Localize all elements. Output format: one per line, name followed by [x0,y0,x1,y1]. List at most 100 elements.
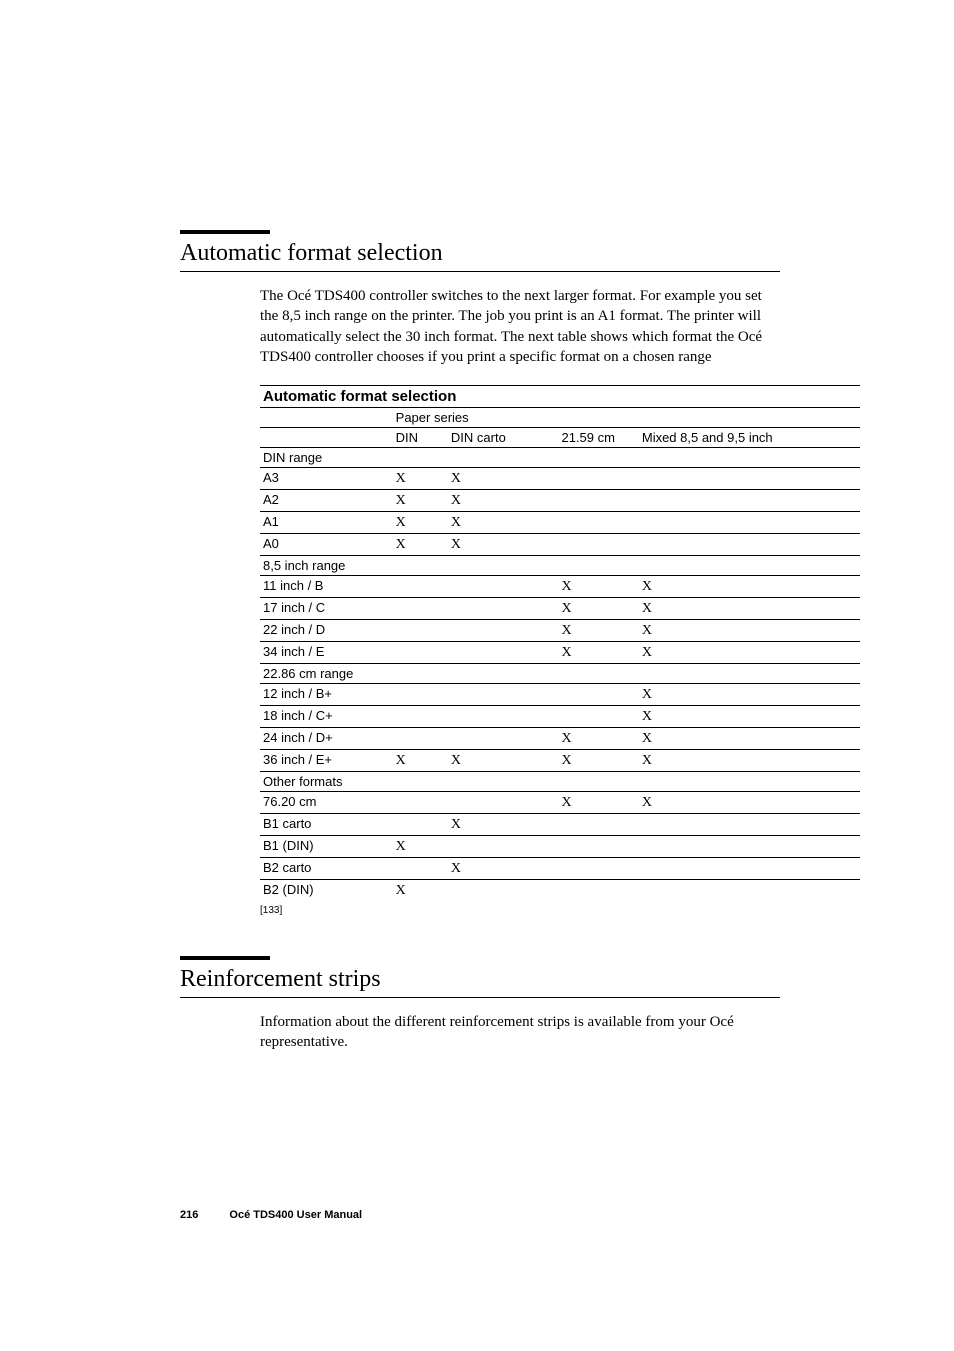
table-cell [448,598,559,620]
table-cell: X [639,620,860,642]
section-1-paragraph: The Océ TDS400 controller switches to th… [260,286,780,367]
table-cell: X [448,750,559,772]
table-cell [448,556,559,576]
table-cell [558,880,638,902]
table-row: 24 inch / D+XX [260,728,860,750]
table-cell: X [448,814,559,836]
table-row: 11 inch / BXX [260,576,860,598]
table-cell [558,772,638,792]
table-cell: X [448,534,559,556]
table-cell: X [639,728,860,750]
table-cell: A2 [260,490,393,512]
header-blank-1 [260,408,393,428]
table-cell: 76.20 cm [260,792,393,814]
table-cell [448,836,559,858]
table-cell: X [639,684,860,706]
doc-title: Océ TDS400 User Manual [229,1209,362,1221]
table-cell [639,534,860,556]
table-cell [639,664,860,684]
table-row: 76.20 cmXX [260,792,860,814]
table-cell [393,664,448,684]
table-cell [448,642,559,664]
table-cell: B2 (DIN) [260,880,393,902]
table-cell: X [393,836,448,858]
table-row: A1XX [260,512,860,534]
header-2159: 21.59 cm [558,428,638,448]
table-cell: X [558,728,638,750]
table-cell: X [639,750,860,772]
table-cell [448,792,559,814]
table-cell [393,598,448,620]
table-cell [639,880,860,902]
table-cell: 18 inch / C+ [260,706,393,728]
table-cell: X [393,512,448,534]
table-cell: X [448,858,559,880]
table-cell [393,448,448,468]
table-cell [639,556,860,576]
table-title: Automatic format selection [260,386,860,408]
table-cell [639,772,860,792]
table-cell [393,576,448,598]
table-row: 34 inch / EXX [260,642,860,664]
table-cell: DIN range [260,448,393,468]
header-din: DIN [393,428,448,448]
header-blank-2 [260,428,393,448]
header-mixed: Mixed 8,5 and 9,5 inch [639,428,860,448]
table-row: A0XX [260,534,860,556]
table-row: 18 inch / C+ X [260,706,860,728]
table-cell: X [639,642,860,664]
table-cell [393,728,448,750]
table-row: 22 inch / DXX [260,620,860,642]
section-bar-2 [180,956,270,960]
table-row: B2 carto X [260,858,860,880]
table-row: 17 inch / CXX [260,598,860,620]
table-cell [448,664,559,684]
table-cell: 36 inch / E+ [260,750,393,772]
table-row: DIN range [260,448,860,468]
table-cell [448,772,559,792]
table-row: B1 (DIN)X [260,836,860,858]
table-cell: X [639,792,860,814]
table-caption: [133] [260,905,784,916]
table-cell [558,684,638,706]
table-cell [558,490,638,512]
table-cell [393,642,448,664]
table-cell [393,706,448,728]
table-cell: A1 [260,512,393,534]
table-cell [558,448,638,468]
table-cell [448,880,559,902]
table-cell: B2 carto [260,858,393,880]
table-cell: X [558,620,638,642]
format-table: Automatic format selection Paper series … [260,385,860,901]
table-cell: 8,5 inch range [260,556,393,576]
table-cell: X [393,750,448,772]
table-cell [393,792,448,814]
table-cell [448,448,559,468]
table-cell: X [448,468,559,490]
page-number: 216 [180,1209,198,1221]
table-cell: 17 inch / C [260,598,393,620]
table-cell [448,706,559,728]
header-din-carto: DIN carto [448,428,559,448]
table-cell: A0 [260,534,393,556]
table-cell: B1 carto [260,814,393,836]
page-footer: 216 Océ TDS400 User Manual [180,1209,362,1221]
table-row: 8,5 inch range [260,556,860,576]
table-cell [558,534,638,556]
table-cell: X [393,534,448,556]
table-cell [558,664,638,684]
table-cell: X [448,490,559,512]
table-cell [448,728,559,750]
table-cell [639,836,860,858]
table-cell: 11 inch / B [260,576,393,598]
table-cell [639,468,860,490]
table-cell [558,814,638,836]
table-cell [639,512,860,534]
table-cell [639,858,860,880]
table-cell: X [639,706,860,728]
table-cell: X [393,880,448,902]
table-cell [393,684,448,706]
table-cell [558,706,638,728]
table-cell [393,772,448,792]
table-cell [558,836,638,858]
